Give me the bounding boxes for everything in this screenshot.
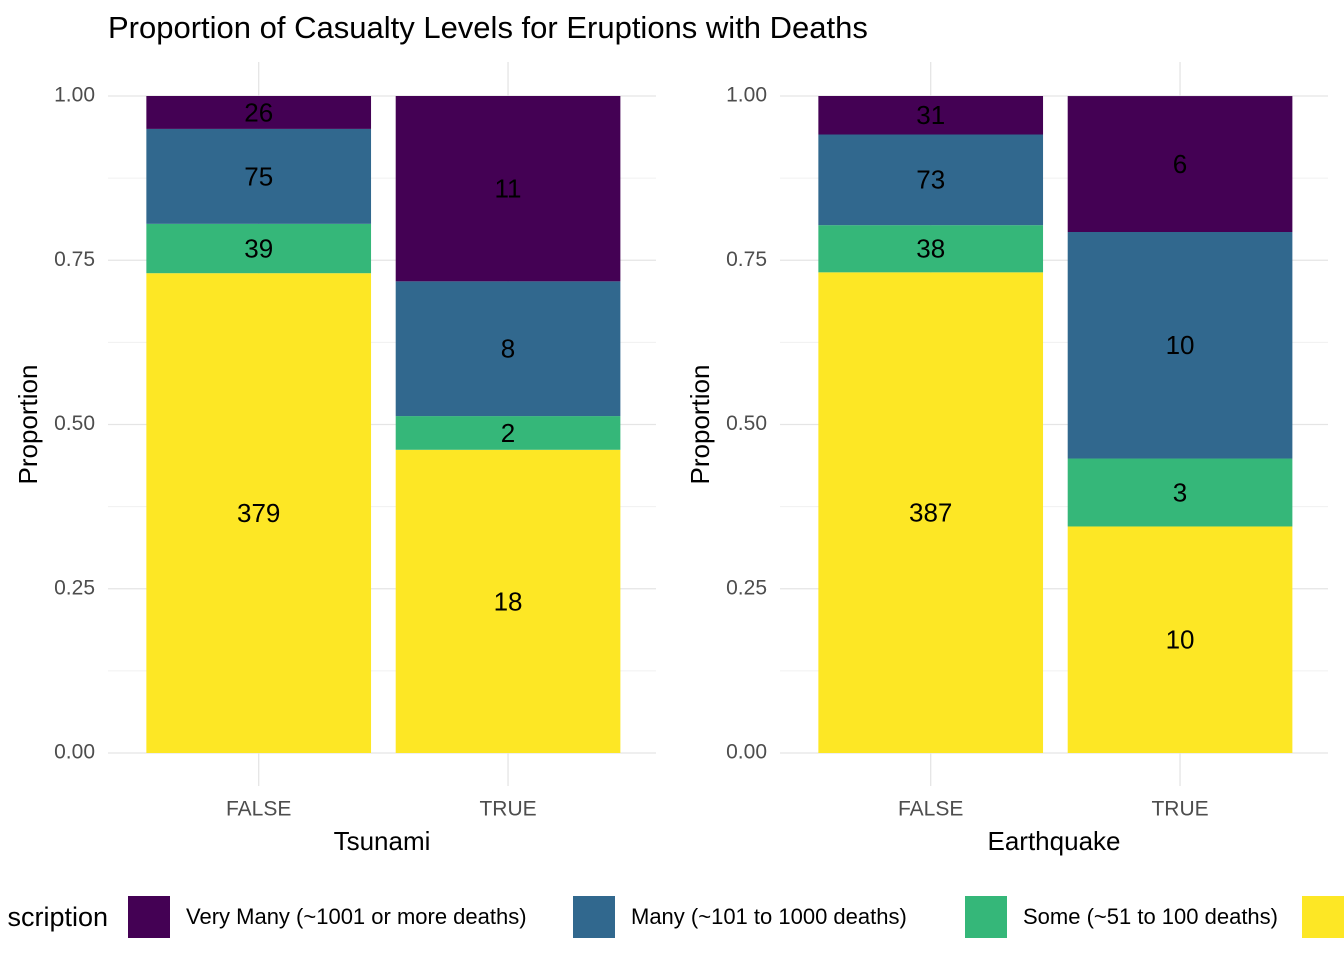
bar-segment [146,273,372,753]
bar-segment [395,449,621,753]
legend-key [1302,896,1344,938]
bar-segment [146,128,372,224]
bar-segment [818,225,1044,273]
y-tick-label: 0.50 [54,412,95,435]
bar-segment [1067,231,1293,459]
data-label: 8 [501,334,515,364]
x-tick-label: TRUE [1151,798,1208,821]
bar-segment [1067,458,1293,527]
legend-title: scription [7,902,108,932]
legend-label: Some (~51 to 100 deaths) [1023,904,1278,929]
y-tick-label: 0.25 [726,576,767,599]
data-label: 10 [1166,330,1195,360]
legend-label: Many (~101 to 1000 deaths) [631,904,907,929]
bar-segment [818,134,1044,226]
bar-segment [818,96,1044,135]
data-label: 73 [916,165,945,195]
legend-key [965,896,1007,938]
y-tick-label: 0.75 [54,248,95,271]
legend-key [128,896,170,938]
data-label: 26 [244,97,273,127]
bar-segment [818,272,1044,753]
legend-label: Very Many (~1001 or more deaths) [186,904,527,929]
data-label: 3 [1173,477,1187,507]
bar-segment [395,416,621,450]
y-tick-label: 0.00 [54,741,95,764]
bar-segment [146,96,372,129]
data-label: 379 [237,498,280,528]
data-label: 38 [916,234,945,264]
data-label: 387 [909,498,952,528]
x-tick-label: TRUE [479,798,536,821]
x-axis-label: Earthquake [988,826,1121,856]
data-label: 18 [494,586,523,616]
y-tick-label: 1.00 [726,84,767,107]
y-axis-label: Proportion [685,365,715,485]
y-tick-label: 0.25 [54,576,95,599]
bar-segment [146,223,372,274]
x-axis-label: Tsunami [334,826,431,856]
legend-key [573,896,615,938]
y-tick-label: 1.00 [54,84,95,107]
y-tick-label: 0.00 [726,741,767,764]
data-label: 11 [495,174,522,204]
data-label: 31 [916,100,945,130]
data-label: 10 [1166,625,1195,655]
y-tick-label: 0.75 [726,248,767,271]
data-label: 75 [244,161,273,191]
x-tick-label: FALSE [898,798,963,821]
data-label: 6 [1173,149,1187,179]
bar-segment [395,281,621,417]
bar-segment [1067,96,1293,232]
data-label: 2 [501,418,515,448]
x-tick-label: FALSE [226,798,291,821]
y-axis-label: Proportion [13,365,43,485]
chart-title: Proportion of Casualty Levels for Erupti… [108,10,868,45]
data-label: 39 [244,233,273,263]
y-tick-label: 0.50 [726,412,767,435]
bar-segment [395,96,621,282]
bar-segment [1067,526,1293,753]
